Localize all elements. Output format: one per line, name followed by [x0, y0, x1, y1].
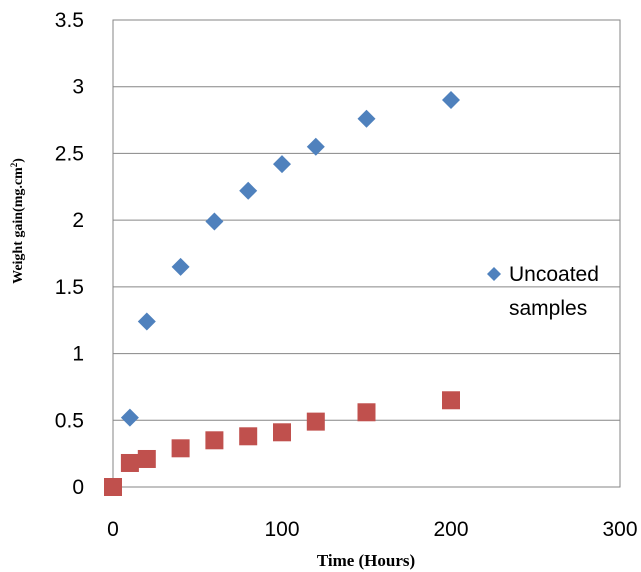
y-axis-title-main: Weight gain(mg.cm — [11, 167, 26, 284]
data-point-diamond — [239, 181, 258, 200]
data-point-square — [205, 431, 224, 450]
data-point-square — [357, 403, 376, 422]
y-tick-label: 1.5 — [55, 276, 84, 299]
data-point-square — [306, 412, 325, 431]
x-axis-title: Time (Hours) — [317, 551, 415, 570]
data-point-square — [171, 439, 190, 458]
data-point-diamond — [442, 91, 460, 110]
data-point-diamond — [171, 257, 190, 276]
legend-marker-uncoated — [487, 267, 501, 281]
data-point-diamond — [205, 212, 224, 231]
y-tick-label: 3 — [72, 76, 84, 99]
y-axis-title-close: ) — [11, 158, 26, 163]
y-axis-title: Weight gain(mg.cm2) — [9, 158, 26, 284]
series-coated — [104, 391, 460, 496]
x-tick-label: 100 — [264, 518, 299, 541]
y-tick-label: 2 — [72, 209, 84, 232]
x-tick-label: 200 — [433, 518, 468, 541]
data-point-square — [442, 391, 460, 410]
data-point-diamond — [273, 155, 291, 174]
data-point-diamond — [137, 312, 156, 331]
y-tick-label: 0 — [72, 476, 84, 499]
x-axis-ticks: 0 100 200 300 — [107, 518, 637, 541]
data-point-square — [273, 423, 291, 442]
legend-label-line1: Uncoated — [509, 263, 599, 286]
y-tick-label: 0.5 — [55, 409, 84, 432]
data-point-square — [239, 427, 258, 446]
y-axis-ticks: 0 0.5 1 1.5 2 2.5 3 3.5 — [55, 9, 84, 499]
legend: Uncoated samples — [487, 263, 599, 320]
data-point-square — [104, 478, 122, 496]
data-point-diamond — [357, 109, 376, 128]
plot-area-frame — [112, 19, 621, 488]
y-tick-label: 1 — [72, 343, 84, 366]
data-points — [104, 91, 460, 496]
data-point-diamond — [306, 137, 325, 156]
y-axis-title-superscript: 2 — [9, 162, 19, 167]
gridlines — [113, 19, 620, 488]
legend-diamond-icon — [487, 267, 501, 281]
x-tick-label: 0 — [107, 518, 119, 541]
data-point-square — [137, 449, 156, 468]
data-point-diamond — [120, 408, 139, 427]
y-tick-label: 2.5 — [55, 142, 84, 165]
x-tick-label: 300 — [602, 518, 637, 541]
data-point-square — [120, 453, 139, 472]
y-tick-label: 3.5 — [55, 9, 84, 32]
series-uncoated — [120, 91, 460, 427]
legend-label-line2: samples — [509, 297, 587, 320]
